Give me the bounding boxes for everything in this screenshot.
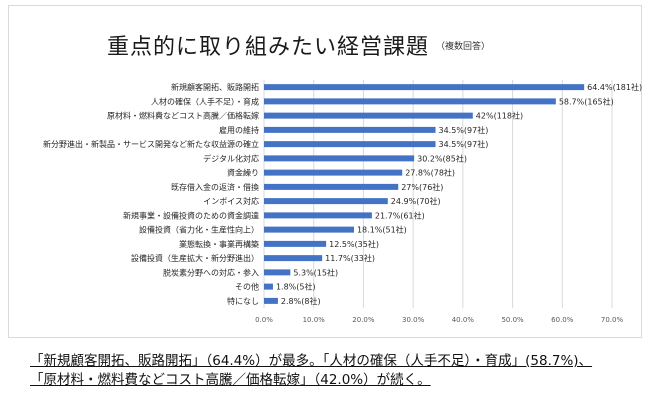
bar [264, 297, 278, 304]
bar [264, 255, 323, 262]
data-label: 34.5%(97社) [439, 139, 489, 149]
bar [264, 240, 327, 247]
data-label: 42%(118社) [476, 111, 523, 121]
x-tick-label: 40.0% [452, 316, 475, 324]
data-label: 58.7%(165社) [559, 96, 614, 106]
data-label: 64.4%(181社) [587, 82, 642, 92]
x-tick-label: 60.0% [551, 316, 574, 324]
x-tick-label: 30.0% [402, 316, 425, 324]
x-tick-labels: 0.0% 10.0% 20.0% 30.0% 40.0% 50.0% 60.0% 70.0% [255, 316, 623, 324]
chart-title: 重点的に取り組みたい経営課題 [107, 35, 430, 60]
data-label: 21.7%(61社) [375, 210, 425, 220]
data-label: 24.9%(70社) [391, 196, 441, 206]
bars [264, 84, 585, 304]
data-label: 30.2%(85社) [417, 153, 467, 163]
category-label: 原材料・燃料費などコスト高騰／価格転嫁 [107, 111, 259, 121]
x-tick-label: 20.0% [352, 316, 375, 324]
data-label: 34.5%(97社) [439, 125, 489, 135]
bar [264, 84, 585, 91]
data-label: 27.8%(78社) [405, 168, 455, 178]
data-label: 27%(76社) [401, 182, 443, 192]
value-labels: 64.4%(181社) 58.7%(165社) 42%(118社) 34.5%(97社… [276, 82, 642, 306]
bar [264, 183, 399, 190]
category-label: 新分野進出・新製品・サービス開発など新たな収益源の確立 [43, 139, 259, 149]
bar [264, 155, 415, 162]
category-label: 設備投資（生産拡大・新分野進出） [131, 253, 259, 263]
category-label: 新規顧客開拓、販路開拓 [171, 82, 259, 92]
bar [264, 269, 291, 276]
category-label: 設備投資（省力化・生産性向上） [139, 225, 259, 235]
category-label: 資金繰り [227, 168, 259, 178]
bar [264, 141, 436, 148]
category-label: その他 [235, 282, 259, 292]
data-label: 2.8%(8社) [281, 296, 321, 306]
category-label: インボイス対応 [203, 196, 259, 206]
summary-line-1: 「新規顧客開拓、販路開拓」（64.4%）が最多。「人材の確保（人手不足）・育成」… [30, 353, 593, 369]
data-label: 5.3%(15社) [293, 267, 338, 277]
category-labels: 新規顧客開拓、販路開拓人材の確保（人手不足）・育成原材料・燃料費などコスト高騰／… [43, 82, 259, 306]
category-label: デジタル化対応 [203, 153, 259, 163]
bar [264, 98, 556, 105]
data-label: 1.8%(5社) [276, 282, 316, 292]
summary-line-2: 「原材料・燃料費などコスト高騰／価格転嫁」（42.0%）が続く。 [30, 372, 431, 388]
bar [264, 283, 273, 290]
category-label: 業態転換・事業再構築 [179, 239, 259, 249]
category-label: 既存借入金の返済・借換 [171, 182, 259, 192]
bar [264, 126, 436, 133]
x-tick-label: 50.0% [501, 316, 524, 324]
category-label: 特になし [227, 296, 259, 306]
data-label: 12.5%(35社) [329, 239, 379, 249]
category-label: 脱炭素分野への対応・参入 [163, 267, 259, 277]
bar [264, 212, 372, 219]
category-label: 人材の確保（人手不足）・育成 [151, 96, 259, 106]
bar [264, 112, 473, 119]
data-label: 11.7%(33社) [325, 253, 375, 263]
bar [264, 169, 403, 176]
bar-chart: 新規顧客開拓、販路開拓人材の確保（人手不足）・育成原材料・燃料費などコスト高騰／… [43, 80, 642, 324]
summary-text: 「新規顧客開拓、販路開拓」（64.4%）が最多。「人材の確保（人手不足）・育成」… [30, 352, 648, 390]
category-label: 雇用の維持 [219, 125, 259, 135]
x-tick-label: 70.0% [601, 316, 624, 324]
bar [264, 198, 388, 205]
bar [264, 226, 354, 233]
data-label: 18.1%(51社) [357, 225, 407, 235]
chart-subtitle: （複数回答） [436, 42, 491, 52]
x-tick-label: 10.0% [303, 316, 326, 324]
x-tick-label: 0.0% [255, 316, 273, 324]
category-label: 新規事業・設備投資のための資金調達 [123, 210, 259, 220]
